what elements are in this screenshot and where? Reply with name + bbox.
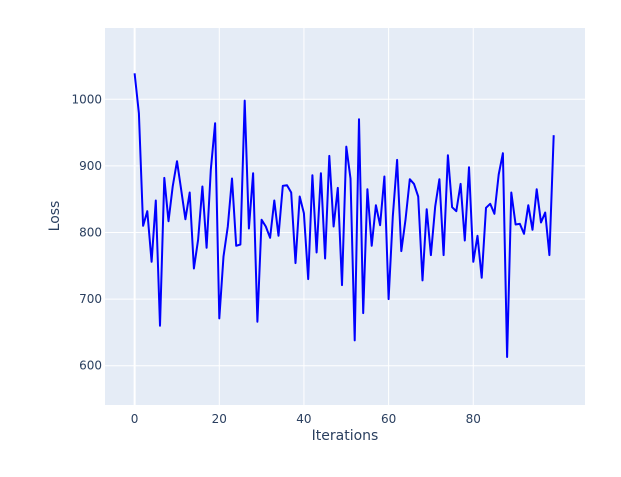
- y-tick-label: 800: [79, 225, 102, 239]
- x-tick-label: 80: [466, 412, 481, 426]
- loss-series-line: [133, 73, 555, 358]
- tick-labels: 0 20 40 60 80 600 700 800 900 1000: [71, 92, 480, 426]
- y-tick-label: 600: [79, 359, 102, 373]
- y-tick-label: 900: [79, 159, 102, 173]
- y-tick-label: 700: [79, 292, 102, 306]
- y-tick-label: 1000: [71, 92, 102, 106]
- x-axis-title: Iterations: [312, 428, 379, 444]
- x-tick-label: 0: [131, 412, 139, 426]
- y-axis-title: Loss: [47, 201, 63, 232]
- x-tick-label: 60: [381, 412, 396, 426]
- x-tick-label: 20: [212, 412, 227, 426]
- x-tick-label: 40: [296, 412, 311, 426]
